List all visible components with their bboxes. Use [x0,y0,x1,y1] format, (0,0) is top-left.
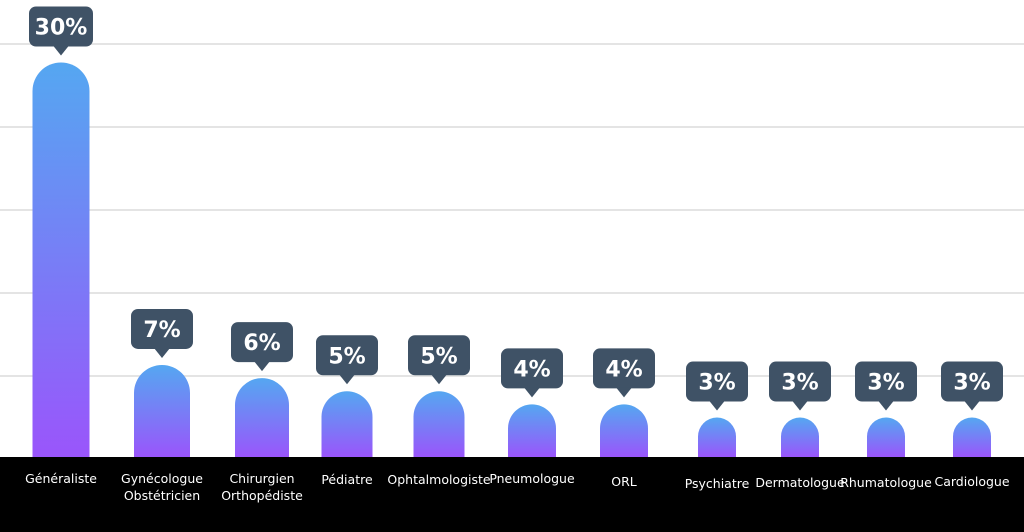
category-label: Dermatologue [755,475,845,490]
category-label: Généraliste [25,471,97,486]
value-label-bubble [941,361,1003,402]
category-label: Cardiologue [934,474,1009,489]
category-label: Rhumatologue [840,475,932,490]
bar [321,391,373,457]
bar [698,417,736,457]
bar [600,404,648,457]
bar [953,417,991,457]
value-label-pointer [339,374,355,385]
value-label-bubble [408,335,470,376]
category-label: Pédiatre [321,472,373,487]
bar [413,391,465,457]
value-labels: 30% 7% 6% 5% 5% 4% 4% 3% 3% 3% 3% [29,6,1003,411]
bar [32,62,90,458]
value-label-bubble [131,308,193,349]
category-label: Gynécologue [121,471,203,486]
value-label: 4% [605,357,642,382]
value-label-bubble [855,361,917,402]
value-label-bubble [593,348,655,389]
value-label-bubble [29,6,93,47]
category-label: Orthopédiste [221,488,303,503]
category-label: Psychiatre [685,476,750,491]
value-label: 30% [35,16,88,41]
bar [867,417,905,457]
category-labels: Généraliste Gynécologue Obstétricien Chirur… [25,471,1010,503]
value-label: 3% [867,371,904,396]
bar [134,364,190,457]
value-label-pointer [431,374,447,385]
value-label-bubble [316,335,378,376]
value-label-pointer [878,400,894,411]
bar [781,417,819,457]
value-label-pointer [709,400,725,411]
value-label: 3% [953,371,990,396]
value-label: 7% [143,318,180,343]
bar [235,378,289,457]
category-label: Obstétricien [124,488,200,503]
value-label-pointer [154,347,170,358]
bars [32,62,991,458]
value-label: 3% [781,371,818,396]
value-label-pointer [964,400,980,411]
value-label-bubble [769,361,831,402]
value-label-pointer [524,387,540,398]
value-label-bubble [231,322,293,363]
value-label-pointer [792,400,808,411]
value-label: 5% [420,344,457,369]
category-label: Chirurgien [229,471,294,486]
category-label: Ophtalmologiste [387,472,490,487]
value-label: 4% [513,357,550,382]
value-label: 5% [328,344,365,369]
bar [508,404,556,457]
value-label-pointer [254,361,270,372]
value-label-bubble [501,348,563,389]
category-axis-band [0,457,1024,532]
category-label: ORL [611,474,637,489]
value-label: 6% [243,331,280,356]
value-label-bubble [686,361,748,402]
category-label: Pneumologue [489,471,575,486]
value-label-pointer [616,387,632,398]
value-label-pointer [53,45,69,56]
value-label: 3% [698,371,735,396]
